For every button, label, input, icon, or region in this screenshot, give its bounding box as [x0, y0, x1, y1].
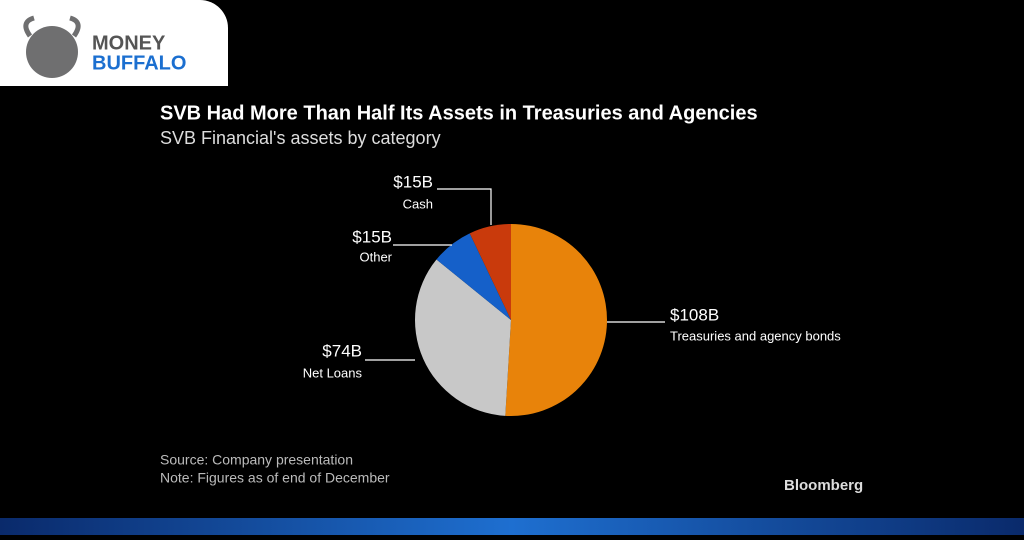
logo-icon: [26, 26, 78, 78]
leader-line: [437, 188, 492, 225]
pie-slice: [414, 259, 511, 416]
category-label: Net Loans: [303, 365, 363, 380]
logo-text: BUFFALO: [92, 52, 186, 74]
value-label: $108B: [670, 305, 719, 324]
brand: Bloomberg: [784, 477, 863, 494]
value-label: $74B: [322, 341, 362, 360]
source: Source: Company presentation: [160, 452, 353, 468]
chart-subtitle: SVB Financial's assets by category: [160, 128, 441, 148]
logo-text: MONEY: [92, 32, 166, 54]
pie-slice: [505, 224, 607, 416]
chart-title: SVB Had More Than Half Its Assets in Tre…: [160, 102, 758, 124]
note: Note: Figures as of end of December: [160, 470, 390, 486]
pie-slice: [469, 224, 511, 320]
footer-bar: [0, 518, 1024, 535]
category-label: Cash: [403, 196, 433, 211]
category-label: Treasuries and agency bonds: [670, 328, 841, 343]
category-label: Other: [359, 249, 392, 264]
value-label: $15B: [393, 172, 433, 191]
pie-slice: [436, 233, 511, 320]
value-label: $15B: [352, 227, 392, 246]
logo-horns: [23, 15, 81, 38]
